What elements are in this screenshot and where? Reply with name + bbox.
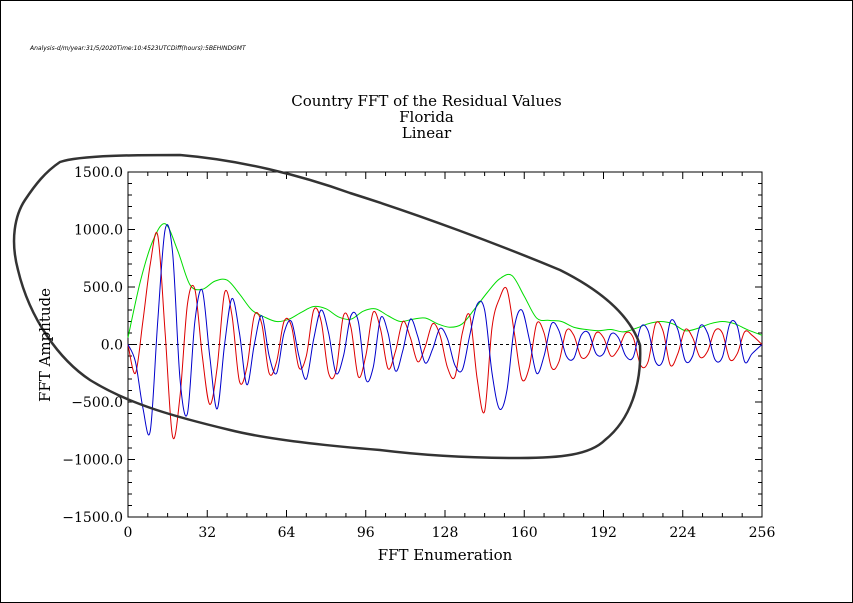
y-tick-label: 500.0 — [83, 280, 123, 296]
plot-area-border — [127, 171, 763, 518]
analysis-timestamp-text: Analysis-d/m/year:31/5/2020Time:10:4523U… — [30, 45, 246, 52]
x-tick-label: 160 — [511, 525, 538, 541]
y-tick-label: −500.0 — [71, 395, 123, 411]
x-tick-label: 32 — [198, 525, 216, 541]
series-line-2 — [127, 224, 763, 436]
y-axis-label: FFT Amplitude — [36, 288, 54, 402]
hand-drawn-circle-annotation — [12, 153, 642, 460]
chart-subtitle-method: Linear — [401, 124, 452, 142]
y-tick-label: 1500.0 — [74, 165, 123, 181]
series-layer — [127, 223, 763, 440]
x-tick-label: 256 — [749, 525, 776, 541]
series-line-0 — [127, 223, 763, 338]
y-tick-label: 0.0 — [101, 338, 123, 354]
y-tick-label: −1500.0 — [62, 510, 123, 526]
series-line-1 — [127, 232, 763, 440]
y-tick-label: 1000.0 — [74, 223, 123, 239]
chart-title: Country FFT of the Residual Values — [291, 92, 562, 110]
y-tick-label: −1000.0 — [62, 453, 123, 469]
x-tick-label: 64 — [278, 525, 296, 541]
x-axis-label: FFT Enumeration — [378, 546, 513, 564]
x-tick-label: 224 — [669, 525, 696, 541]
x-tick-label: 0 — [124, 525, 133, 541]
axes-layer: −1500.0 −1000.0 −500.0 0.0 500.0 1000.0 1500.0… — [62, 165, 775, 541]
x-tick-label: 192 — [590, 525, 617, 541]
x-tick-label: 96 — [357, 525, 375, 541]
x-tick-label: 128 — [432, 525, 459, 541]
chart-subtitle-region: Florida — [399, 108, 454, 126]
